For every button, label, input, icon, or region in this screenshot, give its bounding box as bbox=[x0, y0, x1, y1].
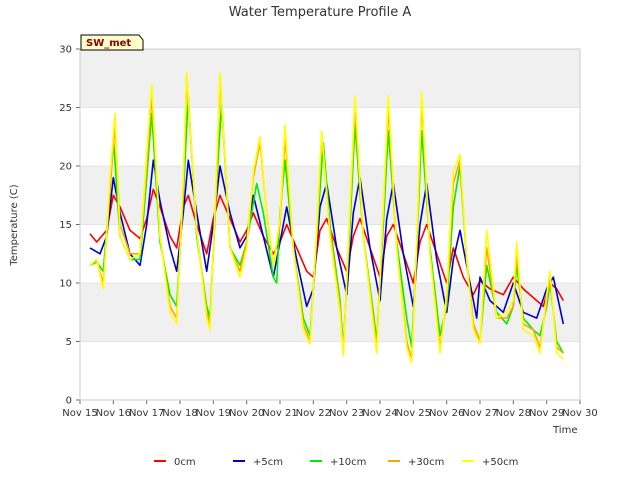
legend: 0cm +5cm +10cm +30cm +50cm bbox=[154, 457, 518, 468]
x-tick-label: Nov 28 bbox=[496, 408, 531, 419]
y-axis-ticks: 0 5 10 15 20 25 30 bbox=[59, 45, 80, 407]
x-tick-label: Nov 24 bbox=[362, 408, 397, 419]
x-tick-label: Nov 29 bbox=[529, 408, 564, 419]
y-tick-label: 20 bbox=[59, 162, 72, 173]
x-tick-label: Nov 15 bbox=[62, 408, 97, 419]
y-tick-label: 10 bbox=[59, 279, 72, 290]
y-tick-label: 5 bbox=[66, 337, 72, 348]
x-tick-label: Nov 20 bbox=[229, 408, 264, 419]
site-badge-label: SW_met bbox=[86, 38, 131, 49]
grid-band bbox=[80, 49, 580, 108]
x-tick-label: Nov 18 bbox=[162, 408, 197, 419]
legend-label: 0cm bbox=[174, 457, 196, 468]
legend-label: +50cm bbox=[482, 457, 518, 468]
x-tick-label: Nov 23 bbox=[329, 408, 364, 419]
series-line-50cm bbox=[89, 71, 564, 364]
x-tick-label: Nov 16 bbox=[96, 408, 131, 419]
y-tick-label: 25 bbox=[59, 103, 72, 114]
site-badge: SW_met bbox=[80, 34, 144, 51]
y-tick-label: 0 bbox=[66, 396, 72, 407]
legend-label: +30cm bbox=[408, 457, 444, 468]
x-tick-label: Nov 27 bbox=[462, 408, 497, 419]
x-tick-label: Nov 19 bbox=[196, 408, 231, 419]
y-tick-label: 30 bbox=[59, 45, 72, 56]
y-tick-label: 15 bbox=[59, 220, 72, 231]
legend-label: +10cm bbox=[330, 457, 366, 468]
x-tick-label: Nov 26 bbox=[429, 408, 464, 419]
chart-title: Water Temperature Profile A bbox=[229, 5, 412, 20]
plot-frame bbox=[79, 48, 581, 401]
series-lines bbox=[89, 71, 565, 364]
x-axis-label: Time bbox=[552, 425, 577, 436]
x-tick-label: Nov 17 bbox=[129, 408, 164, 419]
x-tick-label: Nov 22 bbox=[296, 408, 331, 419]
x-tick-label: Nov 30 bbox=[562, 408, 597, 419]
legend-label: +5cm bbox=[253, 457, 283, 468]
x-tick-label: Nov 21 bbox=[262, 408, 297, 419]
y-axis-label: Temperature (C) bbox=[9, 184, 20, 266]
site-badge-box bbox=[80, 34, 144, 51]
x-tick-label: Nov 25 bbox=[396, 408, 431, 419]
